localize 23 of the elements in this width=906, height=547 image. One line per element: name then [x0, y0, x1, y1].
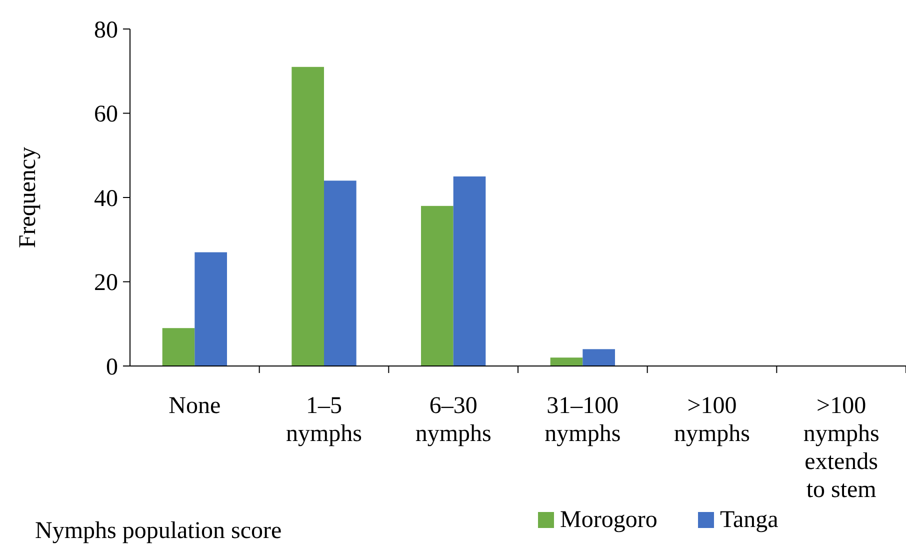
bar [550, 358, 583, 366]
bar [324, 180, 356, 366]
bar [453, 176, 486, 366]
bar [421, 206, 454, 366]
bar [162, 328, 195, 366]
bar [194, 252, 227, 366]
x-tick-label: 6–30 nymphs [415, 393, 492, 447]
y-tick-label: 60 [94, 102, 118, 128]
x-tick-label: None [168, 393, 221, 419]
x-tick-label: 31–100 nymphs [544, 393, 621, 447]
bar [292, 66, 324, 366]
y-tick-label: 80 [94, 17, 118, 44]
y-tick-label: 0 [106, 354, 118, 380]
legend-label: Tanga [720, 507, 779, 533]
y-tick-label: 20 [94, 270, 118, 296]
x-tick-label: >100 nymphs extends to stem [803, 393, 880, 503]
y-tick-label: 40 [94, 186, 118, 212]
x-axis-title: Nymphs population score [35, 518, 282, 544]
x-tick-label: >100 nymphs [674, 393, 750, 447]
bar [582, 349, 615, 366]
x-tick-label: 1–5 nymphs [286, 393, 362, 447]
legend-label: Morogoro [560, 507, 658, 533]
y-axis-title: Frequency [15, 146, 41, 248]
